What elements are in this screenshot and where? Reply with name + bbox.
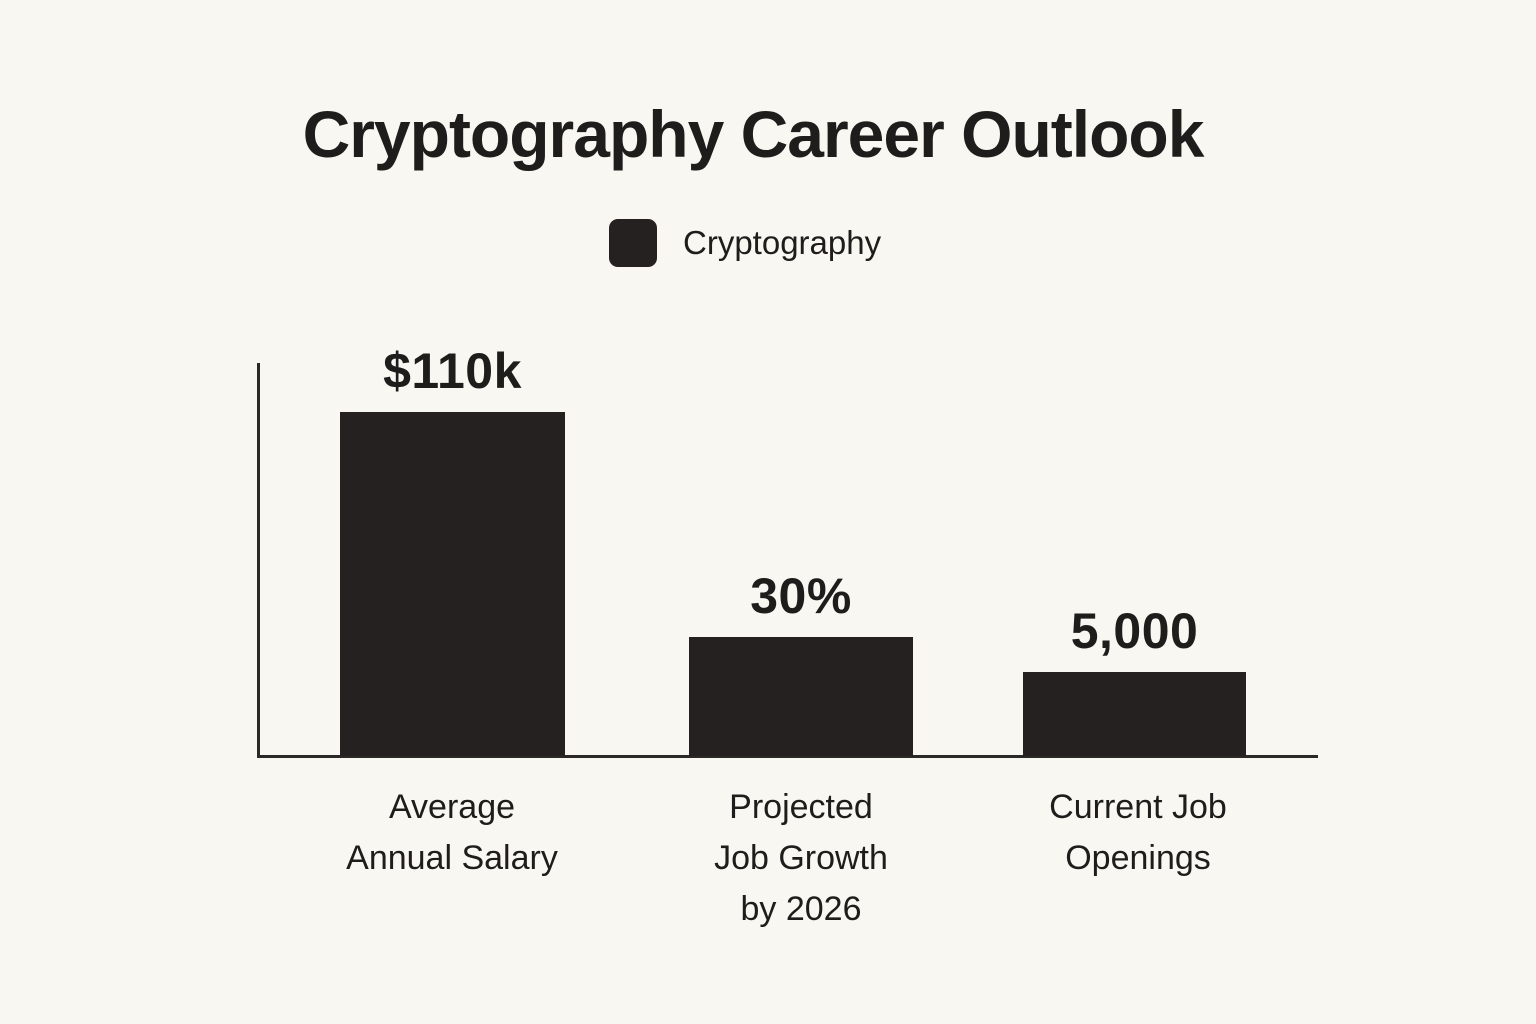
- x-axis-line: [257, 755, 1318, 758]
- chart-title: Cryptography Career Outlook: [302, 97, 1205, 171]
- bar-category-label: Current Job Openings: [1049, 788, 1227, 877]
- bar-average-annual-salary: [340, 412, 565, 756]
- bar-value-label: 5,000: [1070, 603, 1199, 659]
- legend-series-label: Cryptography: [683, 224, 882, 261]
- bar-current-job-openings: [1023, 672, 1246, 756]
- bar-group-current-job-openings: 5,000: [1023, 606, 1246, 756]
- bar-category-label: Projected Job Growth by 2026: [714, 788, 888, 928]
- bar-value-label: $110k: [383, 343, 522, 399]
- y-axis-line: [257, 363, 260, 758]
- bar-category-label: Average Annual Salary: [346, 788, 558, 877]
- bar-group-projected-job-growth: 30%: [689, 571, 913, 756]
- bar-projected-job-growth: [689, 637, 913, 756]
- legend-swatch-icon: [609, 219, 657, 267]
- legend: Cryptography: [609, 219, 881, 267]
- bar-group-average-annual-salary: $110k: [340, 346, 565, 756]
- bar-value-label: 30%: [750, 568, 852, 624]
